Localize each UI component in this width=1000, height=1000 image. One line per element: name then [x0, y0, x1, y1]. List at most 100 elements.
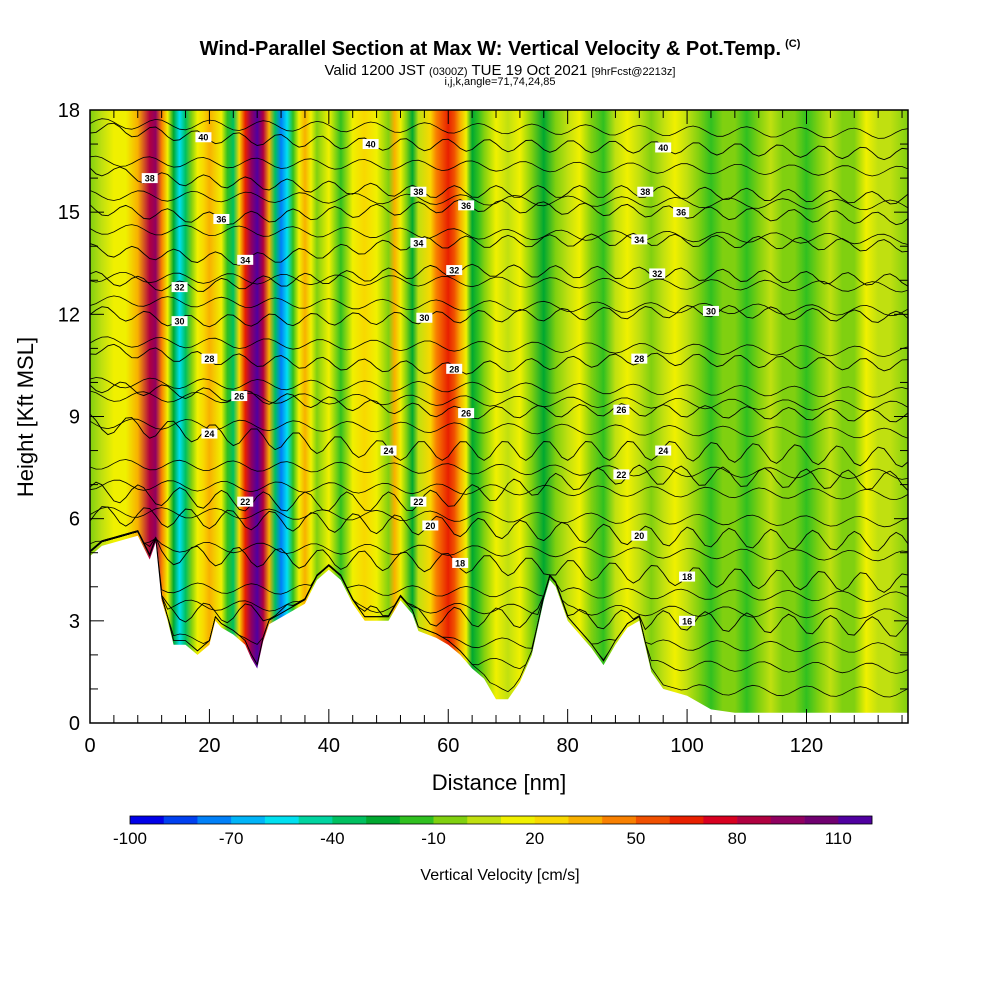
- isentrope-label-text: 28: [204, 354, 214, 364]
- isentrope-label-text: 36: [461, 201, 471, 211]
- isentrope-40: [90, 122, 908, 161]
- colorbar-swatch: [703, 816, 738, 824]
- vertical-velocity-field: [90, 110, 908, 723]
- isentrope-label-box: [655, 445, 672, 456]
- isentrope-label-box: [410, 496, 427, 507]
- isentrope-label-box: [410, 237, 427, 248]
- colorbar-tick-label: -10: [421, 829, 446, 848]
- colorbar-swatch: [467, 816, 502, 824]
- isentrope-label: 34: [237, 254, 254, 265]
- isentrope-label-box: [141, 173, 158, 184]
- isentrope-minor: [90, 155, 908, 177]
- terrain-mask: [90, 535, 908, 723]
- x-tick-label: 120: [790, 735, 823, 757]
- isentrope-label: 32: [446, 265, 463, 276]
- isentrope-label-text: 22: [413, 497, 423, 507]
- colorbar-tick-label: 80: [728, 829, 747, 848]
- x-tick-label: 20: [198, 735, 220, 757]
- colorbar-swatch: [737, 816, 772, 824]
- y-tick-label: 15: [58, 202, 80, 224]
- isentrope-label: 26: [458, 408, 475, 419]
- isentrope-label: 40: [655, 142, 672, 153]
- colorbar-tick-label: -70: [219, 829, 244, 848]
- isentrope-label: 34: [410, 237, 427, 248]
- isentrope-label-text: 40: [658, 143, 668, 153]
- isentrope-label-text: 18: [455, 558, 465, 568]
- isentrope-26: [90, 381, 908, 423]
- isentrope-label-box: [446, 265, 463, 276]
- colorbar-swatch: [264, 816, 299, 824]
- isentrope-label-text: 34: [240, 255, 250, 265]
- isentrope-label-text: 16: [682, 616, 692, 626]
- isentrope-label-text: 24: [384, 446, 394, 456]
- y-axis-label: Height [Kft MSL]: [13, 337, 38, 497]
- isentrope-label-box: [410, 186, 427, 197]
- isentrope-label: 36: [673, 207, 690, 218]
- isentrope-label: 24: [380, 445, 397, 456]
- isentrope-minor: [90, 506, 908, 528]
- isentrope-label-box: [631, 353, 648, 364]
- isentrope-label: 18: [452, 557, 469, 568]
- isentrope-label-text: 26: [234, 392, 244, 402]
- isentrope-label-box: [613, 404, 630, 415]
- isentrope-label-box: [631, 530, 648, 541]
- isentrope-label: 30: [416, 312, 433, 323]
- x-axis: 0 20 40 60 80 100 120: [84, 110, 903, 757]
- y-tick-label: 9: [69, 407, 80, 429]
- isentrope-minor: [90, 390, 908, 412]
- colorbar-swatch: [534, 816, 569, 824]
- isentrope-label-text: 30: [706, 306, 716, 316]
- colorbar-swatch: [130, 816, 165, 824]
- colorbar-swatch: [770, 816, 805, 824]
- isentrope-label-box: [679, 571, 696, 582]
- y-tick-label: 0: [69, 713, 80, 735]
- isentrope-label-text: 32: [652, 269, 662, 279]
- x-tick-label: 40: [318, 735, 340, 757]
- isentrope-label-box: [679, 615, 696, 626]
- isentrope-label-text: 30: [419, 313, 429, 323]
- isentrope-label-text: 28: [634, 354, 644, 364]
- isentrope-32: [90, 263, 908, 292]
- isentrope-minor: [90, 118, 908, 139]
- isentrope-label-text: 20: [425, 521, 435, 531]
- isentrope-label-box: [458, 200, 475, 211]
- colorbar-swatch: [669, 816, 704, 824]
- isentrope-label-text: 40: [198, 133, 208, 143]
- isentrope-minor: [90, 479, 908, 501]
- isentrope-minor: [90, 190, 908, 211]
- colorbar-frame: [129, 815, 873, 825]
- isentrope-label-box: [201, 428, 218, 439]
- x-tick-label: 80: [557, 735, 579, 757]
- isentrope-label: 24: [655, 445, 672, 456]
- isentrope-label: 30: [171, 316, 188, 327]
- isentrope-label-box: [362, 139, 379, 150]
- isentrope-minor: [90, 295, 908, 317]
- isentrope-label: 28: [201, 353, 218, 364]
- chart-title: Wind-Parallel Section at Max W: Vertical…: [199, 38, 801, 60]
- isentrope-label-text: 20: [634, 531, 644, 541]
- isentrope-minor: [90, 531, 908, 562]
- isentrope-label-box: [673, 207, 690, 218]
- colorbar-swatch: [433, 816, 468, 824]
- isentrope-label: 38: [410, 186, 427, 197]
- isentrope-20: [90, 506, 908, 552]
- colorbar-swatch: [332, 816, 367, 824]
- colorbar-swatch: [197, 816, 232, 824]
- isentrope-label-box: [452, 557, 469, 568]
- isentrope-label: 24: [201, 428, 218, 439]
- colorbar-swatch: [231, 816, 266, 824]
- colorbar-swatch: [298, 816, 333, 824]
- isentrope-label-box: [171, 282, 188, 293]
- isentrope-label-box: [195, 132, 212, 143]
- isentrope-34: [90, 232, 908, 266]
- isentrope-label-box: [458, 408, 475, 419]
- colorbar-swatch: [366, 816, 401, 824]
- isentrope-label-box: [649, 268, 666, 279]
- isentrope-minor: [90, 336, 908, 358]
- colorbar-tick-label: 50: [626, 829, 645, 848]
- isentrope-label-text: 28: [449, 364, 459, 374]
- isentrope-labels: 40 40 40 38 38 38 36 36 36 34 34 34 32 32 32 30 30 30 28 28…: [141, 132, 719, 626]
- isentrope-minor: [90, 459, 908, 480]
- isentrope-label-box: [237, 254, 254, 265]
- isentrope-label-box: [422, 520, 439, 531]
